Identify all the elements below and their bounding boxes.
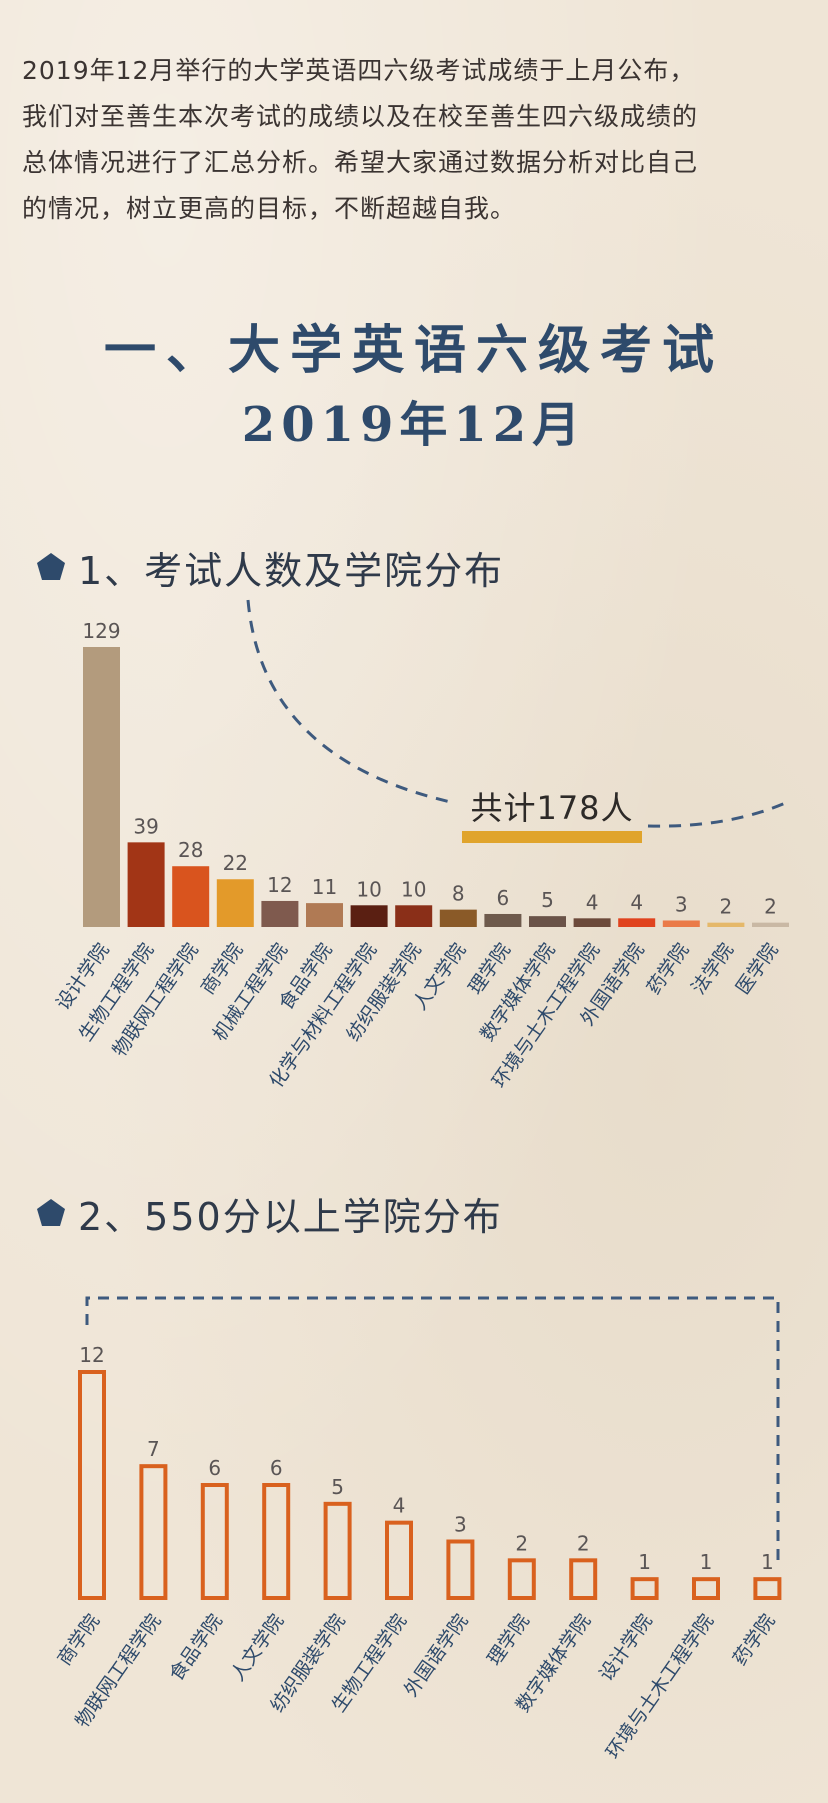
decorative-dashed-curve (647, 799, 791, 828)
chart1-bar (573, 918, 611, 927)
chart2-category-label: 设计学院 (595, 1610, 657, 1685)
chart1-bar (261, 900, 299, 927)
chart2-category-label: 理学院 (483, 1610, 534, 1669)
chart2-value-label: 1 (761, 1550, 774, 1574)
chart2-bar (630, 1577, 659, 1600)
chart1-bar (752, 922, 789, 927)
chart2-value-label: 3 (454, 1513, 467, 1537)
chart1-bar (529, 916, 566, 927)
chart2-bar (569, 1558, 598, 1601)
chart1-bar (439, 909, 477, 927)
chart1-heading: 1、考试人数及学院分布 (36, 542, 505, 593)
intro-line: 总体情况进行了汇总分析。希望大家通过数据分析对比自己 (22, 148, 699, 177)
chart1-bar (127, 842, 165, 927)
chart2-category-label: 商学院 (53, 1610, 104, 1669)
chart2-value-label: 6 (208, 1456, 221, 1480)
chart2-bar (78, 1370, 106, 1600)
chart1-value-label: 28 (178, 838, 203, 862)
chart1-bar (216, 879, 254, 927)
pentagon-bullet-icon (37, 553, 65, 580)
intro-line: 2019年12月举行的大学英语四六级考试成绩于上月公布， (22, 56, 696, 85)
intro-text: 2019年12月举行的大学英语四六级考试成绩于上月公布， 我们对至善生本次考试的… (22, 48, 812, 232)
chart1-value-label: 2 (764, 895, 777, 919)
chart2-value-label: 2 (577, 1531, 590, 1555)
section-title-line2: 2019年12月 (241, 397, 587, 453)
chart2-value-label: 12 (79, 1343, 104, 1367)
chart1-bar (350, 905, 388, 927)
chart1-value-label: 8 (452, 882, 465, 906)
chart2-category-label: 食品学院 (165, 1610, 227, 1685)
chart1-bar (618, 918, 656, 927)
chart2-bar (139, 1464, 168, 1600)
chart1-value-label: 5 (541, 888, 554, 912)
chart1-bar (306, 903, 343, 927)
chart1-value-label: 6 (497, 886, 510, 910)
chart2-value-label: 7 (147, 1437, 160, 1461)
total-label: 共计178人 (470, 789, 634, 827)
chart1-value-label: 11 (312, 875, 337, 899)
chart1-bar (707, 922, 745, 927)
decorative-dashed-bracket (85, 1296, 780, 1560)
chart2-bar (446, 1539, 475, 1600)
chart2-heading: 2、550分以上学院分布 (36, 1188, 503, 1239)
chart2-value-label: 5 (331, 1475, 344, 1499)
chart2-bar (323, 1501, 352, 1601)
pentagon-bullet-icon (37, 1199, 65, 1226)
chart1-value-label: 39 (133, 814, 158, 838)
chart1-bar (395, 905, 433, 927)
chart1-bar (172, 866, 210, 927)
chart1-value-label: 22 (223, 851, 248, 875)
chart2-bar (507, 1558, 536, 1601)
chart2-bar (753, 1577, 782, 1600)
chart1-value-label: 2 (720, 895, 733, 919)
chart2-bar (200, 1483, 229, 1600)
chart2-category-label: 环境与土木工程学院 (602, 1610, 718, 1763)
total-callout: 共计178人 (462, 783, 642, 843)
chart2-value-label: 4 (393, 1494, 406, 1518)
chart1-value-label: 4 (630, 890, 643, 914)
chart2-category-label: 药学院 (729, 1610, 780, 1669)
chart2-bar (262, 1483, 291, 1600)
chart2-category-label: 外国语学院 (400, 1610, 473, 1700)
chart1-heading-text: 1、考试人数及学院分布 (78, 548, 505, 593)
section-title-line1: 一、大学英语六级考试 (103, 320, 724, 381)
chart2-value-label: 6 (270, 1456, 283, 1480)
total-underline-bar (462, 831, 642, 843)
chart1-value-label: 4 (586, 890, 599, 914)
chart2-bar (692, 1577, 720, 1600)
intro-line: 的情况，树立更高的目标，不断超越自我。 (22, 194, 517, 223)
chart1-value-label: 10 (356, 877, 381, 901)
chart2-value-label: 1 (638, 1550, 651, 1574)
chart1-bar (484, 913, 522, 927)
chart2-value-label: 2 (515, 1531, 528, 1555)
chart2-heading-text: 2、550分以上学院分布 (78, 1194, 503, 1239)
chart1-value-label: 10 (401, 877, 426, 901)
chart1-value-label: 3 (675, 892, 688, 916)
chart1-value-label: 12 (267, 873, 292, 897)
chart2-bar (385, 1520, 413, 1600)
chart2-value-label: 1 (700, 1550, 713, 1574)
chart1-value-label: 129 (82, 619, 120, 643)
chart1-bar (662, 920, 700, 927)
chart2-category-label: 人文学院 (227, 1610, 289, 1685)
chart1-bar (83, 647, 120, 927)
intro-line: 我们对至善生本次考试的成绩以及在校至善生四六级成绩的 (22, 102, 699, 131)
